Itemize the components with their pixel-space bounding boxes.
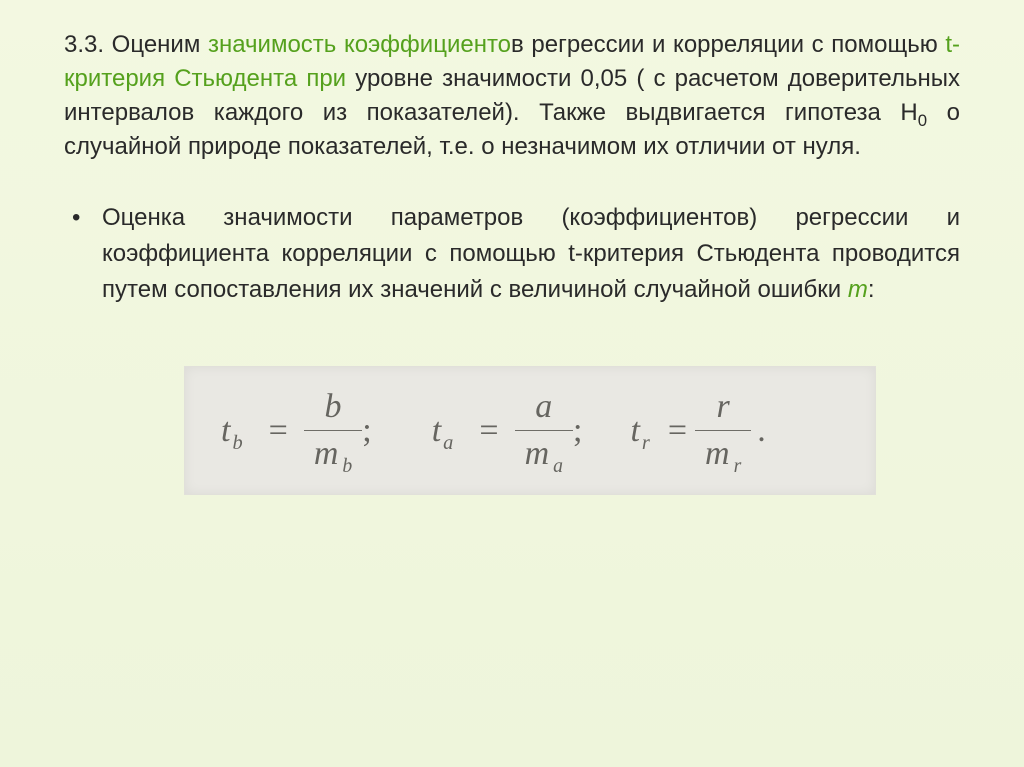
section-number: 3.3. xyxy=(64,31,104,58)
fraction: b mb xyxy=(304,390,362,471)
sub-a: a xyxy=(441,432,453,454)
formula-group-2: ta = a ma ; xyxy=(432,390,583,471)
var-t: t xyxy=(630,412,639,449)
subscript-zero: 0 xyxy=(918,111,927,130)
var-m: m xyxy=(525,435,550,472)
denominator: mb xyxy=(304,430,362,471)
fraction: r mr xyxy=(695,390,751,471)
separator: ; xyxy=(362,412,371,450)
sub-b: b xyxy=(338,455,352,477)
formula-lhs: ta xyxy=(432,412,464,450)
section-paragraph: 3.3. Оценим значимость коэффициентов рег… xyxy=(64,28,960,164)
var-m: m xyxy=(705,435,730,472)
var-t: t xyxy=(432,412,441,449)
formula-lhs: tr xyxy=(630,412,659,450)
formula-image: tb = b mb ; ta = a xyxy=(184,366,876,495)
sub-a: a xyxy=(549,455,563,477)
text-run: в регрессии и корреляции с помощью xyxy=(511,31,945,58)
formula-group-3: tr = r mr . xyxy=(630,390,765,471)
formula-group-1: tb = b mb ; xyxy=(221,390,372,471)
numerator: b xyxy=(315,390,352,430)
highlight-text: значимость коэффициенто xyxy=(208,31,511,58)
var-m: m xyxy=(314,435,339,472)
slide-container: 3.3. Оценим значимость коэффициентов рег… xyxy=(0,0,1024,767)
numerator: a xyxy=(525,390,562,430)
sub-r: r xyxy=(640,432,650,454)
sub-r: r xyxy=(730,455,742,477)
denominator: mr xyxy=(695,430,751,471)
bullet-tail: : xyxy=(868,276,875,303)
denominator: ma xyxy=(515,430,573,471)
bullet-text: Оценка значимости параметров (коэффициен… xyxy=(102,204,960,303)
bullet-list: Оценка значимости параметров (коэффициен… xyxy=(64,200,960,308)
terminator: . xyxy=(751,412,766,450)
formula-row: tb = b mb ; ta = a xyxy=(185,390,875,471)
separator: ; xyxy=(573,412,582,450)
numerator: r xyxy=(707,390,740,430)
bullet-item: Оценка значимости параметров (коэффициен… xyxy=(64,200,960,308)
text-run: Оценим xyxy=(104,31,208,58)
fraction: a ma xyxy=(515,390,573,471)
equals-sign: = xyxy=(463,412,514,450)
equals-sign: = xyxy=(253,412,304,450)
equals-sign: = xyxy=(660,412,695,450)
variable-m: m xyxy=(848,276,868,303)
formula-lhs: tb xyxy=(221,412,253,450)
sub-b: b xyxy=(230,432,242,454)
